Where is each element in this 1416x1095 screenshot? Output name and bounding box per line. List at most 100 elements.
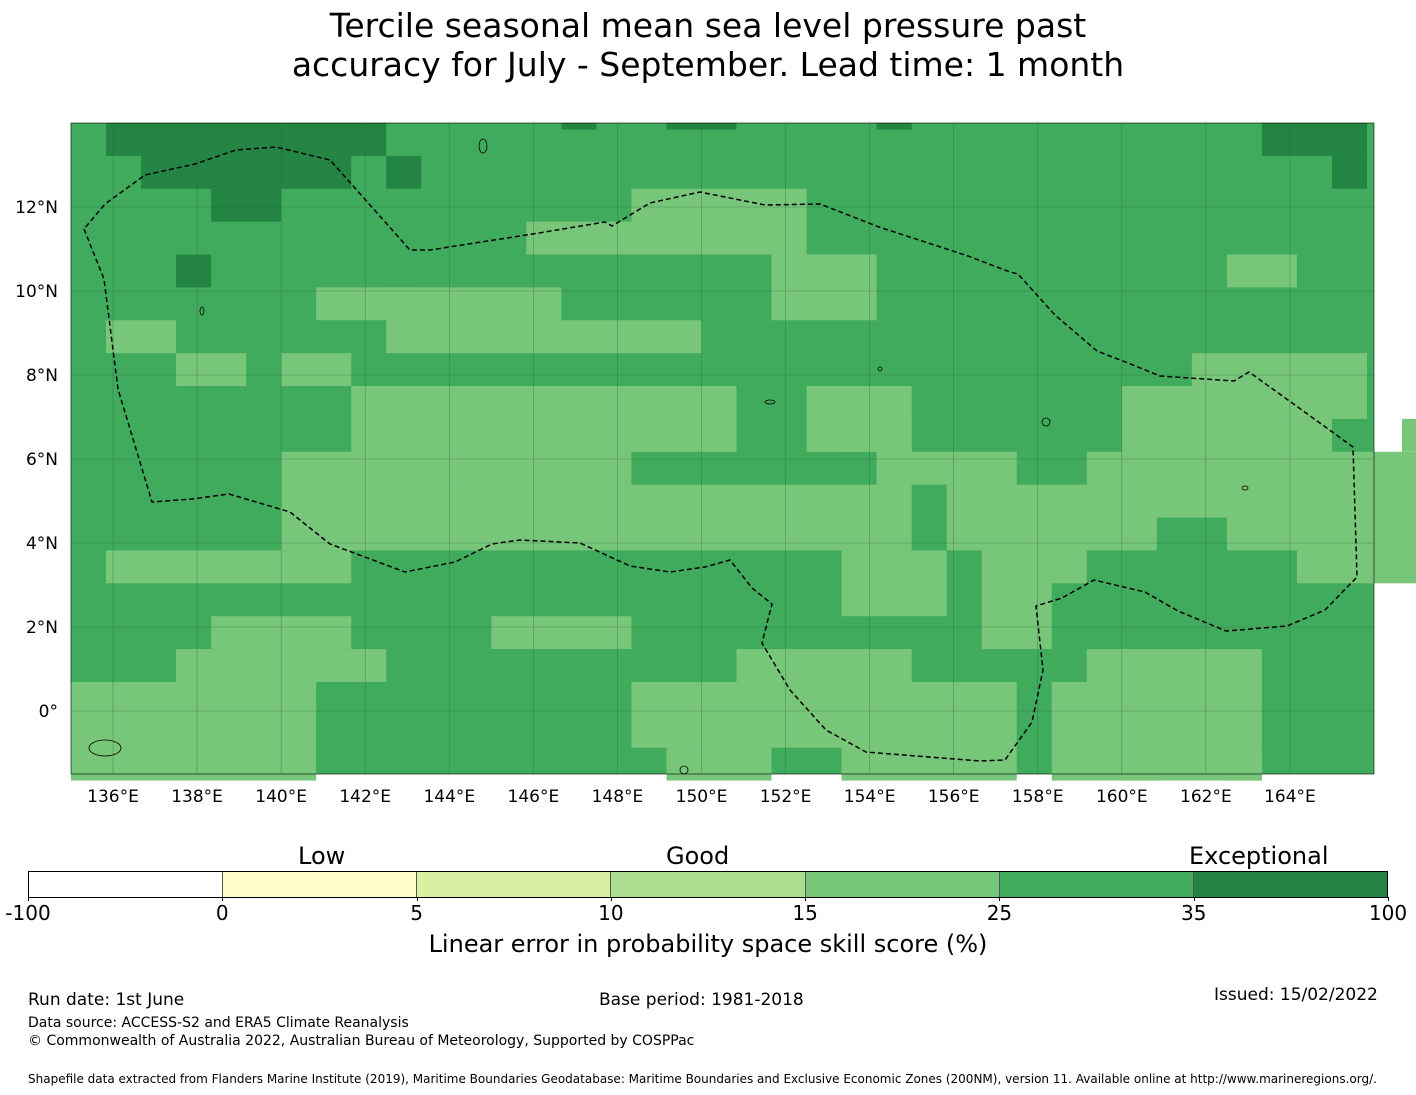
colorbar-tick-label: 15 [792,901,818,925]
run-date: Run date: 1st June [28,990,185,1010]
skill-cell-15-25 [981,583,1052,650]
island-outline [877,366,883,372]
skill-cell-35-100 [876,123,912,130]
latitude-label: 8°N [26,366,58,386]
skill-cell-15-25 [841,550,947,617]
skill-cell-15-25 [1402,418,1416,452]
colorbar-tick-label: 25 [986,901,1013,925]
skill-cell-15-25 [736,649,912,715]
skill-cell-15-25 [841,418,912,452]
skill-cell-35-100 [141,155,352,189]
longitude-label: 164°E [1264,787,1316,807]
colorbar-tick-label: 100 [1368,901,1408,925]
longitude-labels: 136°E 138°E 140°E 142°E 144°E 146°E 148°E 150°E… [87,787,1316,807]
colorbar-tick-mark [416,897,418,901]
latitude-label: 4°N [26,534,58,554]
latitude-label: 2°N [26,618,58,638]
colorbar-tick-label: 10 [598,901,624,925]
map-gridlines [71,123,1374,774]
skill-cell-35-100 [1331,155,1367,189]
skill-cell-35-100 [106,123,387,156]
colorbar-segment [29,872,224,897]
latitude-labels: 12°N 10°N 8°N 6°N 4°N 2°N 0° [15,198,58,722]
colorbar-segment [611,872,806,897]
colorbar [28,871,1388,898]
skill-cell-15-25 [246,550,352,584]
latitude-label: 12°N [15,198,58,218]
title-line-2: accuracy for July - September. Lead time… [291,45,1125,84]
skill-cell-15-25 [456,320,702,354]
skill-cell-15-25 [876,451,1017,485]
issued-date: Issued: 15/02/2022 [1214,985,1378,1005]
skill-cell-15-25 [771,254,877,321]
colorbar-tick-mark [1193,897,1195,901]
colorbar-tick-mark [222,897,224,901]
longitude-label: 156°E [928,787,980,807]
skill-cell-15-25 [666,747,772,781]
island-outline [764,399,776,405]
skill-cell-15-25 [631,188,807,255]
colorbar-tick-label: -100 [5,901,51,925]
island-outline [88,739,122,757]
colorbar-tick-mark [805,897,807,901]
latitude-label: 0° [39,702,58,722]
skill-cell-15-25 [71,681,317,781]
longitude-label: 160°E [1096,787,1148,807]
skill-cell-35-100 [211,188,282,222]
category-label-low: Low [298,842,346,870]
longitude-label: 138°E [171,787,223,807]
colorbar-tick-mark [610,897,612,901]
skill-cell-35-100 [176,254,212,288]
colorbar-tick-mark [1388,897,1389,901]
longitude-label: 162°E [1180,787,1232,807]
longitude-label: 152°E [760,787,812,807]
colorbar-title: Linear error in probability space skill … [428,930,988,958]
shapefile-credit: Shapefile data extracted from Flanders M… [28,1072,1377,1086]
colorbar-segment [805,872,1000,897]
island-outline [478,138,488,154]
longitude-label: 140°E [255,787,307,807]
longitude-label: 150°E [676,787,728,807]
skill-cell-15-25 [1226,747,1262,781]
skill-cell-15-25 [281,484,912,551]
skill-cell-15-25 [281,353,352,387]
copyright: © Commonwealth of Australia 2022, Austra… [28,1033,695,1049]
category-label-good: Good [666,842,730,870]
longitude-label: 142°E [339,787,391,807]
skill-cell-15-25 [176,353,247,387]
skill-cell-15-25 [281,451,632,485]
base-period: Base period: 1981-2018 [599,990,804,1010]
colorbar-segment [417,872,612,897]
category-label-exceptional: Exceptional [1189,842,1329,870]
longitude-label: 154°E [844,787,896,807]
skill-score-map: 136°E 138°E 140°E 142°E 144°E 146°E 148°E 150°E… [15,122,1416,807]
skill-cell-15-25 [491,616,632,650]
title-line-1: Tercile seasonal mean sea level pressure… [329,6,1087,45]
map-title: Tercile seasonal mean sea level pressure… [0,6,1416,84]
colorbar-tick-mark [28,897,29,901]
skill-cell-35-100 [1261,123,1367,156]
colorbar-segment [223,872,418,897]
map-grid-cells [71,123,1416,781]
map-frame [70,122,1375,775]
island-outline [1041,417,1051,427]
island-outline [199,306,205,316]
colorbar-tick-mark [999,897,1001,901]
longitude-label: 158°E [1012,787,1064,807]
colorbar-segment [1193,872,1387,897]
longitude-label: 136°E [87,787,139,807]
colorbar-tick-label: 35 [1180,901,1207,925]
island-outline [1241,485,1249,491]
data-source: Data source: ACCESS-S2 and ERA5 Climate … [28,1015,409,1031]
longitude-label: 146°E [508,787,560,807]
skill-cell-35-100 [561,123,597,130]
latitude-label: 6°N [26,450,58,470]
latitude-label: 10°N [15,282,58,302]
longitude-label: 148°E [592,787,644,807]
skill-cell-35-100 [386,155,422,189]
skill-cell-15-25 [106,320,177,354]
skill-cell-15-25 [1226,254,1297,288]
skill-cell-15-25 [1051,681,1157,781]
longitude-label: 144°E [423,787,475,807]
colorbar-tick-label: 5 [410,901,423,925]
